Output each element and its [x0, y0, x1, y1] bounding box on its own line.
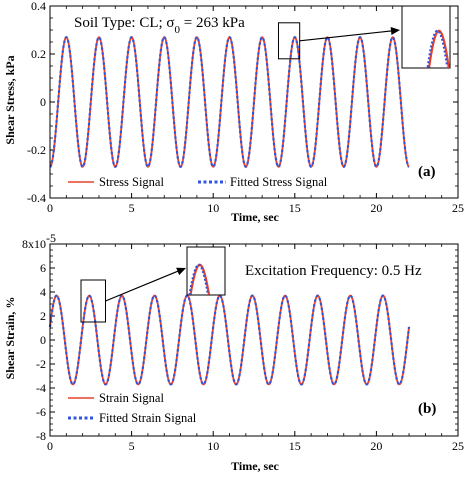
panel-b-letter: (b): [418, 401, 436, 417]
y-tick-label: -8: [36, 429, 46, 443]
y-tick-label: -6: [36, 405, 46, 419]
y-tick-label: -4: [36, 381, 46, 395]
panel-a-plot-frame: [49, 5, 459, 199]
series-fitted-line: [49, 35, 410, 169]
y-tick-label: -2: [36, 357, 46, 371]
y-tick-label: 0.4: [31, 0, 46, 13]
panel-a-y-axis-label: Shear Stress, kPa: [3, 55, 17, 144]
panel-a-x-tick-labels: 0 5 10 15 20 25: [47, 201, 464, 215]
x-tick-label: 0: [47, 201, 53, 215]
panel-a-series: [49, 35, 410, 169]
y-tick-label: 2: [40, 309, 46, 323]
y-tick-label: 6: [40, 261, 46, 275]
y-tick-label: 0: [40, 95, 46, 109]
panel-a-legend: Stress Signal Fitted Stress Signal: [68, 175, 328, 189]
panel-b-y-tick-labels: -8 -6 -4 -2 0 2 4 6 8x10: [22, 237, 46, 443]
panel-b-zoom-arrow: [105, 269, 181, 302]
panel-b-legend-label-fitted: Fitted Strain Signal: [99, 411, 197, 425]
zoom-fitted-line: [188, 263, 209, 296]
panel-b-legend: Strain Signal Fitted Strain Signal: [68, 391, 197, 425]
x-tick-label: 15: [289, 439, 301, 453]
panel-b-zoom-arrowhead: [176, 267, 186, 276]
x-tick-label: 25: [452, 201, 464, 215]
y-tick-label: 4: [40, 285, 46, 299]
panel-a-x-axis-label: Time, sec: [231, 210, 279, 224]
y-tick-label: 0: [40, 333, 46, 347]
x-tick-label: 0: [47, 439, 53, 453]
x-tick-label: 20: [370, 439, 382, 453]
y-tick-label: 8x10: [22, 237, 46, 251]
panel-b-x-tick-labels: 0 5 10 15 20 25: [47, 439, 464, 453]
panel-b-legend-label-strain: Strain Signal: [99, 391, 164, 405]
panel-b-annotation: Excitation Frequency: 0.5 Hz: [245, 263, 422, 279]
zoom-measured-line: [428, 29, 450, 69]
y-tick-label: -0.4: [27, 191, 46, 205]
zoom-fitted-line: [426, 29, 449, 68]
panel-b-series: [48, 294, 411, 386]
x-tick-label: 10: [207, 201, 219, 215]
panel-a-zoom-inset-curves: [426, 29, 450, 69]
x-tick-label: 5: [129, 439, 135, 453]
panel-b-y-axis-label: Shear Strain, %: [3, 297, 17, 380]
panel-a-y-tick-labels: -0.4 -0.2 0 0.2 0.4: [27, 0, 46, 205]
series-measured-line: [49, 294, 410, 386]
panel-a-stress: 0 5 10 15 20 25 -0.4 -0.2 0 0.2 0.4 Time, sec She…: [3, 0, 464, 224]
panel-a-zoom-arrow: [299, 30, 395, 42]
x-tick-label: 20: [370, 201, 382, 215]
panel-b-strain: 0 5 10 15 20 25 -8 -6 -4 -2 0 2 4 6 8x10 -5 Time, sec…: [3, 231, 464, 473]
panel-a-zoom-arrowhead: [390, 26, 400, 35]
panel-b-zoom-inset-curves: [188, 263, 211, 296]
y-tick-label: 0.2: [31, 47, 46, 61]
panel-a-letter: (a): [418, 164, 436, 180]
panel-b-y-exponent: -5: [46, 231, 56, 245]
panel-a-legend-label-stress: Stress Signal: [99, 175, 164, 189]
series-fitted-line: [48, 294, 411, 386]
x-tick-label: 15: [289, 201, 301, 215]
x-tick-label: 25: [452, 439, 464, 453]
panel-b-x-axis-label: Time, sec: [231, 459, 279, 473]
panel-b-plot-frame: [49, 243, 459, 437]
x-tick-label: 5: [129, 201, 135, 215]
panel-a-legend-label-fitted: Fitted Stress Signal: [230, 175, 328, 189]
y-tick-label: -0.2: [27, 143, 46, 157]
x-tick-label: 10: [207, 439, 219, 453]
panel-a-annotation: Soil Type: CL; σ0 = 263 kPa: [74, 15, 245, 36]
